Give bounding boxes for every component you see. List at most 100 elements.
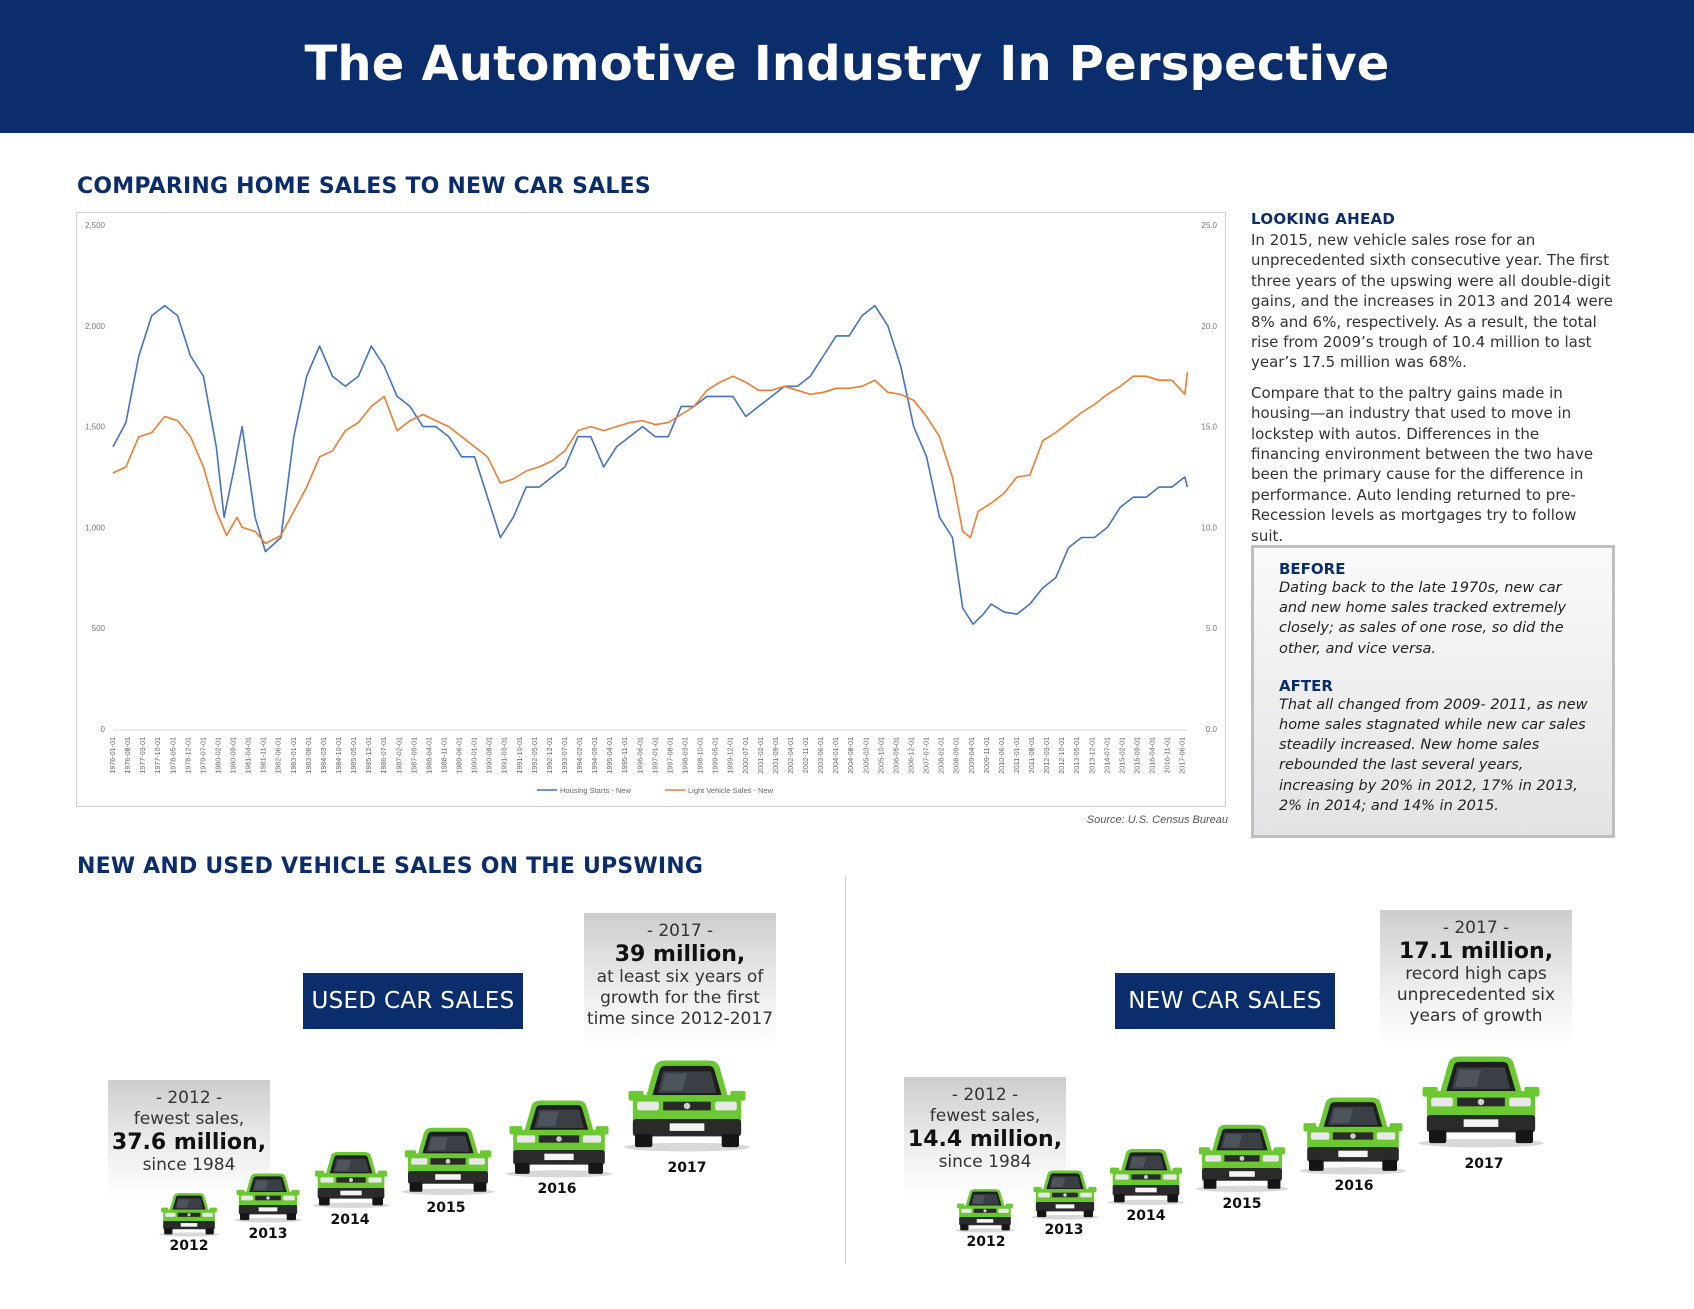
used-year-label: 2016 [537,1181,577,1197]
x-tick-label: 2014-07-01 [1102,737,1111,774]
x-tick-label: 1982-06-01 [274,737,283,774]
x-tick-label: 2009-04-01 [967,737,976,774]
x-tick-label: 2016-11-01 [1163,737,1172,773]
x-tick-label: 1990-08-01 [485,737,494,774]
new-year-label: 2015 [1222,1196,1262,1212]
used-2012-comma: , [257,1130,267,1155]
y-left-tick-label: 2,000 [85,322,106,331]
y-left-tick-label: 1,500 [85,423,106,432]
x-tick-label: 1989-06-01 [455,737,464,774]
x-tick-label: 1997-08-01 [665,737,674,774]
before-title: BEFORE [1279,560,1346,578]
y-left-tick-label: 500 [92,624,106,633]
used-year-label: 2015 [426,1200,466,1216]
x-tick-label: 2005-03-01 [861,737,870,774]
x-tick-label: 1985-12-01 [364,737,373,774]
car-icon [622,1054,752,1152]
new-year-label: 2017 [1464,1156,1504,1172]
x-tick-label: 1987-09-01 [409,737,418,774]
line-chart: 0 500 1,000 1,500 2,000 2,500 0.0 5.0 10.0 15.0 20… [76,212,1226,807]
x-tick-label: 2002-11-01 [801,737,810,773]
chart-source: Source: U.S. Census Bureau [1086,814,1228,826]
used-year-label: 2013 [248,1226,288,1242]
car-icon [504,1095,614,1178]
x-tick-label: 2010-06-01 [997,737,1006,774]
y-right-tick-label: 0.0 [1206,725,1218,734]
x-tick-label: 1983-01-01 [289,737,298,774]
x-tick-label: 1998-03-01 [681,737,690,774]
car-icon [311,1148,391,1208]
x-tick-label: 1996-06-01 [635,737,644,774]
used-2017-callout: - 2017 - 39 million, at least six years … [584,913,776,1047]
x-tick-label: 2006-05-01 [891,737,900,774]
y-right-tick-label: 25.0 [1201,221,1217,230]
x-tick-label: 1991-03-01 [500,737,509,774]
x-tick-label: 1980-02-01 [213,737,222,774]
car-icon [233,1170,303,1223]
y-left-tick-label: 1,000 [85,523,106,532]
x-tick-label: 1990-01-01 [470,737,479,774]
x-tick-label: 2009-11-01 [982,737,991,773]
x-tick-label: 2005-10-01 [876,737,885,774]
used-year-label: 2017 [667,1160,707,1176]
x-tick-label: 2003-06-01 [816,737,825,774]
used-2017-comma: , [736,942,746,967]
looking-ahead-paragraph-1: In 2015, new vehicle sales rose for an u… [1251,231,1613,372]
looking-ahead-panel: LOOKING AHEAD In 2015, new vehicle sales… [1251,210,1613,556]
x-tick-label: 1981-04-01 [244,737,253,774]
car-icon [954,1186,1016,1233]
x-tick-label: 1987-02-01 [394,737,403,774]
x-tick-label: 2017-06-01 [1178,737,1187,774]
series-line-vehicles [112,372,1189,545]
x-tick-label: 1977-03-01 [138,737,147,774]
used-2017-line3: at least six years of [596,967,764,987]
new-2012-line4: since 1984 [938,1152,1032,1172]
x-tick-label: 1976-01-01 [108,737,117,774]
car-icon [1416,1050,1546,1148]
x-tick-label: 2012-10-01 [1057,737,1066,774]
y-right-tick-label: 5.0 [1206,624,1218,633]
x-tick-label: 1980-09-01 [229,737,238,774]
x-tick-label: 1984-10-01 [334,737,343,774]
vertical-divider [845,876,846,1264]
x-tick-label: 1997-01-01 [650,737,659,774]
x-tick-label: 2011-01-01 [1012,737,1021,773]
x-tick-label: 2011-08-01 [1027,737,1036,773]
x-tick-label: 1977-10-01 [153,737,162,774]
x-tick-label: 2006-12-01 [907,737,916,774]
used-2012-line2: fewest sales, [133,1109,245,1129]
x-tick-label: 2008-02-01 [937,737,946,774]
x-tick-label: 1988-11-01 [439,737,448,773]
car-icon [1298,1092,1408,1175]
x-tick-label: 2004-01-01 [831,737,840,774]
used-2017-year: - 2017 - [646,921,714,941]
x-tick-label: 2004-08-01 [846,737,855,774]
new-year-label: 2012 [966,1234,1006,1250]
x-tick-label: 1991-10-01 [515,737,524,774]
new-year-label: 2016 [1334,1178,1374,1194]
x-tick-label: 2012-03-01 [1042,737,1051,774]
new-2017-year: - 2017 - [1442,918,1510,938]
x-tick-label: 1999-05-01 [711,737,720,774]
x-tick-label: 1976-08-01 [123,737,132,774]
x-tick-label: 2008-09-01 [952,737,961,774]
used-2017-line5: time since 2012-2017 [586,1009,774,1029]
x-tick-label: 2002-04-01 [786,737,795,774]
x-tick-label: 2000-07-01 [741,737,750,774]
x-tick-label: 1994-09-01 [590,737,599,774]
x-tick-label: 2007-07-01 [922,737,931,774]
car-icon [400,1123,496,1195]
new-2012-year: - 2012 - [951,1085,1019,1105]
new-2017-callout: - 2017 - 17.1 million, record high caps … [1380,910,1572,1044]
x-tick-label: 1988-04-01 [424,737,433,774]
new-year-label: 2013 [1044,1222,1084,1238]
x-tick-label: 1995-11-01 [620,737,629,773]
y-left-tick-label: 2,500 [85,221,106,230]
after-text: That all changed from 2009- 2011, as new… [1279,696,1588,814]
after-title: AFTER [1279,676,1333,695]
x-tick-label: 2013-12-01 [1087,737,1096,774]
car-icon [158,1190,220,1237]
x-tick-label: 1984-03-01 [319,737,328,774]
used-2012-year: - 2012 - [155,1088,223,1108]
used-2012-figure: 37.6 million [111,1130,258,1155]
